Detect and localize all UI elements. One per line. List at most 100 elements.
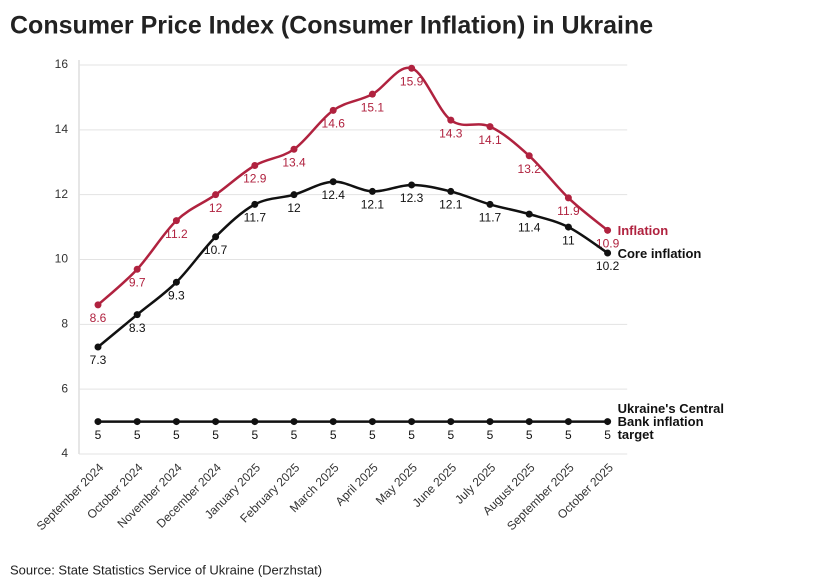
point [525,152,533,160]
point [408,181,416,189]
point [329,418,337,426]
point [172,217,180,225]
point [408,64,416,72]
point [368,418,376,426]
point [564,223,572,231]
data-label: 10.9 [596,236,620,250]
data-label: 10.7 [204,243,228,257]
data-label: 11.4 [518,220,541,234]
data-label: 5 [408,428,415,442]
point [94,301,102,309]
data-label: 8.6 [90,311,107,325]
point [290,418,298,426]
y-tick-label: 4 [61,446,68,460]
point [486,200,494,208]
point [447,418,455,426]
point [212,233,220,241]
chart-title: Consumer Price Index (Consumer Inflation… [10,12,653,40]
point [447,116,455,124]
data-label: 11.7 [244,211,267,225]
data-label: 9.3 [168,288,185,302]
y-tick-label: 12 [55,187,69,201]
point [329,106,337,114]
data-label: 11.7 [479,211,502,225]
point [486,418,494,426]
point [94,343,102,351]
point [251,161,259,169]
data-label: 5 [95,428,102,442]
data-label: 5 [134,428,141,442]
data-label: 8.3 [129,321,146,335]
data-label: 15.1 [361,100,385,114]
data-label: 14.1 [478,133,502,147]
data-label: 12.1 [439,198,463,212]
point [290,145,298,153]
point [525,418,533,426]
data-label: 12 [287,201,301,215]
point [525,210,533,218]
data-label: 5 [447,428,454,442]
data-label: 12.1 [361,198,385,212]
data-label: 5 [369,428,376,442]
data-label: 14.3 [439,126,463,140]
point [604,226,612,234]
x-tick-label: September 2024 [34,460,107,533]
data-label: 5 [330,428,337,442]
point [251,200,259,208]
line [97,180,609,348]
line [97,66,609,306]
data-label: 5 [173,428,180,442]
point [172,418,180,426]
point [368,90,376,98]
point [564,418,572,426]
data-label: 12.9 [243,172,267,186]
data-label: 5 [212,428,219,442]
point [408,418,416,426]
data-label: 12.4 [322,188,346,202]
data-label: 5 [565,428,572,442]
point [133,265,141,273]
data-label: 5 [604,428,611,442]
point [212,191,220,199]
point [329,178,337,186]
point [251,418,259,426]
point [133,418,141,426]
data-label: 11 [562,233,575,247]
point [564,194,572,202]
x-tick-label: September 2025 [504,460,577,533]
point [604,418,612,426]
data-label: 7.3 [90,353,107,367]
source: Source: State Statistics Service of Ukra… [10,562,322,577]
data-label: 13.2 [518,162,542,176]
point [172,278,180,286]
data-label: 10.2 [596,259,620,273]
point [290,191,298,199]
data-label: 14.6 [322,117,346,131]
series-label: Ukraine's Central Bank inflation target [617,401,725,443]
y-tick-label: 10 [55,252,69,266]
data-label: 11.2 [165,227,188,241]
data-label: 5 [291,428,298,442]
data-label: 9.7 [129,275,146,289]
data-label: 12.3 [400,191,424,205]
y-tick-label: 6 [61,381,68,395]
y-tick-label: 8 [61,317,68,331]
series-label: Core inflation [617,245,702,261]
point [604,249,612,257]
data-label: 5 [526,428,533,442]
data-label: 12 [209,201,223,215]
x-tick-label: April 2025 [333,460,381,508]
point [368,187,376,195]
data-label: 11.9 [557,204,580,218]
point [447,187,455,195]
y-tick-label: 16 [55,57,69,71]
data-label: 13.4 [282,155,306,169]
point [94,418,102,426]
series-label: Inflation [617,222,669,238]
data-label: 5 [487,428,494,442]
point [212,418,220,426]
point [133,311,141,319]
y-tick-label: 14 [55,122,69,136]
data-label: 15.9 [400,74,424,88]
